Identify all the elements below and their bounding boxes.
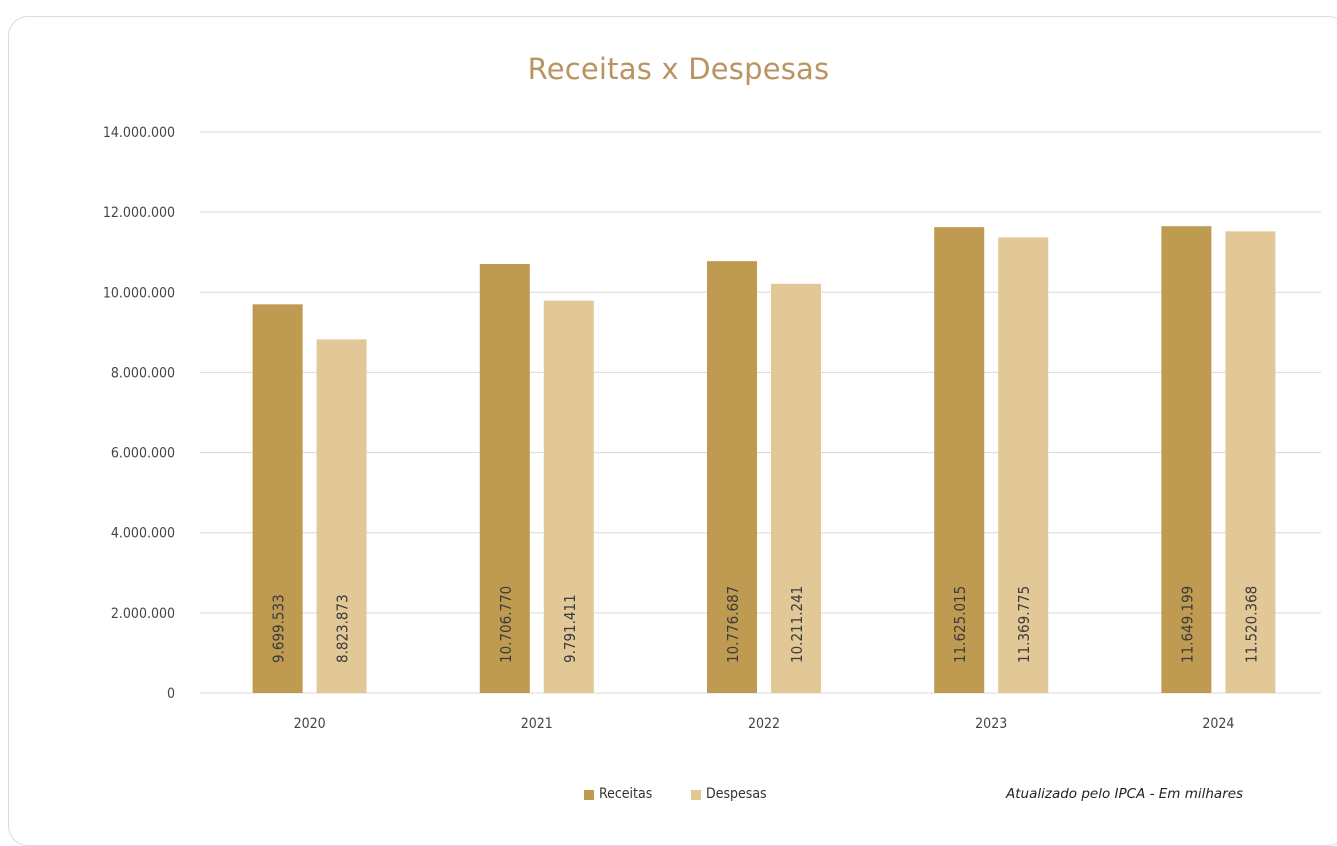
data-label-despesas-2022: 10.211.241 <box>788 586 806 663</box>
x-tick-label: 2020 <box>294 716 326 732</box>
legend-label-receitas: Receitas <box>599 786 653 802</box>
bar-receitas-2022 <box>707 261 757 693</box>
x-tick-label: 2021 <box>521 716 553 732</box>
bar-receitas-2020 <box>252 304 303 693</box>
chart-note: Atualizado pelo IPCA - Em milhares <box>1006 786 1244 802</box>
data-label-receitas-2020: 9.699.533 <box>270 594 288 663</box>
data-label-receitas-2023: 11.625.015 <box>951 586 969 663</box>
legend-swatch-despesas <box>691 790 701 800</box>
bar-despesas-2024 <box>1225 231 1276 693</box>
y-tick-label: 10.000.000 <box>103 285 175 301</box>
x-tick-label: 2022 <box>748 716 780 732</box>
y-tick-label: 4.000.000 <box>111 526 175 542</box>
bar-receitas-2024 <box>1161 226 1212 693</box>
bar-chart: 0 2.000.000 4.000.000 6.000.000 8.000.000 10.… <box>103 125 1321 732</box>
data-label-despesas-2024: 11.520.368 <box>1242 586 1260 663</box>
x-tick-label: 2024 <box>1202 716 1234 732</box>
y-tick-label: 6.000.000 <box>111 446 175 462</box>
y-tick-label: 2.000.000 <box>111 606 175 622</box>
y-tick-label: 8.000.000 <box>111 365 175 381</box>
data-label-receitas-2024: 11.649.199 <box>1178 586 1196 663</box>
chart-card <box>8 16 1337 846</box>
data-label-despesas-2021: 9.791.411 <box>561 594 579 663</box>
data-label-despesas-2020: 8.823.873 <box>334 594 352 663</box>
legend-swatch-receitas <box>584 790 594 800</box>
bar-despesas-2023 <box>998 237 1049 694</box>
bar-despesas-2020 <box>316 339 367 693</box>
chart-title: Receitas x Despesas <box>527 52 830 86</box>
y-tick-label: 12.000.000 <box>103 205 175 221</box>
legend-label-despesas: Despesas <box>706 786 767 802</box>
y-tick-label: 14.000.000 <box>103 125 175 141</box>
data-label-receitas-2022: 10.776.687 <box>724 586 742 663</box>
bar-despesas-2022 <box>771 283 821 693</box>
bar-receitas-2021 <box>479 263 530 693</box>
data-label-despesas-2023: 11.369.775 <box>1015 586 1033 663</box>
data-label-receitas-2021: 10.706.770 <box>497 586 515 663</box>
bar-despesas-2021 <box>543 300 594 693</box>
y-tick-label: 0 <box>167 686 175 702</box>
bar-receitas-2023 <box>934 227 985 693</box>
x-tick-label: 2023 <box>975 716 1007 732</box>
